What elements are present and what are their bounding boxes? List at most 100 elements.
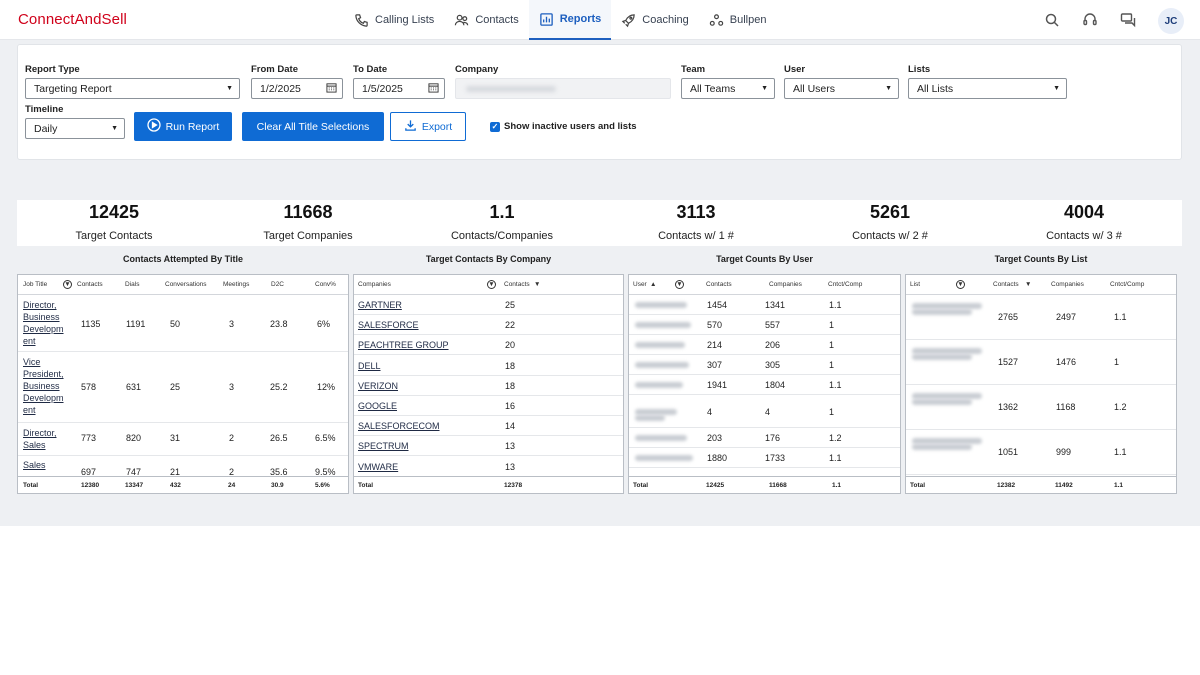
company-link[interactable]: PEACHTREE GROUP [358, 340, 449, 351]
col-contacts[interactable]: Contacts [504, 281, 530, 288]
calendar-icon[interactable] [326, 82, 337, 96]
cell: 18 [505, 360, 516, 371]
cell: 4 [765, 407, 771, 417]
cell: 13 [505, 441, 516, 452]
col-conv-pct[interactable]: Conv% [315, 281, 336, 288]
nav-reports[interactable]: Reports [528, 0, 612, 40]
cell: 1051 [998, 447, 1019, 457]
stat-target-companies: 11668 Target Companies [263, 202, 353, 242]
report-type-select[interactable]: Targeting Report ▼ [25, 78, 240, 99]
search-icon[interactable] [1044, 12, 1060, 31]
lists-select[interactable]: All Lists ▼ [908, 78, 1067, 99]
cell: 35.6 [270, 467, 288, 477]
company-link[interactable]: DELL [358, 360, 381, 371]
table-row: 4 4 1 [629, 395, 900, 428]
app-logo[interactable]: ConnectAndSell [18, 11, 127, 28]
cell: 9.5% [315, 467, 336, 477]
col-meetings[interactable]: Meetings [223, 281, 250, 288]
sort-desc-icon[interactable]: ▼ [1025, 281, 1032, 288]
company-link[interactable]: GARTNER [358, 300, 402, 310]
messages-icon[interactable] [1120, 12, 1136, 31]
cell: 31 [170, 433, 181, 443]
cell: 1.1 [829, 453, 842, 463]
team-select[interactable]: All Teams ▼ [681, 78, 775, 99]
table-row: GARTNER 25 [354, 295, 623, 315]
company-link[interactable]: SPECTRUM [358, 441, 409, 452]
col-user[interactable]: User [633, 281, 647, 288]
col-dials[interactable]: Dials [125, 281, 140, 288]
cell: 1.2 [1114, 402, 1127, 412]
col-contacts[interactable]: Contacts [706, 281, 732, 288]
col-companies[interactable]: Companies [769, 281, 802, 288]
cell: 20 [505, 340, 516, 351]
table-header: User ▲ ▼ Contacts Companies Cntct/Comp [629, 275, 900, 295]
headset-icon[interactable] [1082, 12, 1098, 31]
cell: 820 [126, 433, 142, 443]
footer-cell: 11668 [769, 482, 787, 489]
footer-cell: Total [633, 482, 649, 489]
calendar-icon[interactable] [428, 82, 439, 96]
nav-bullpen[interactable]: Bullpen [699, 0, 777, 40]
company-link[interactable]: SALESFORCE [358, 320, 419, 331]
show-inactive-checkbox[interactable]: ✓ Show inactive users and lists [490, 121, 637, 132]
table-row: 307 305 1 [629, 355, 900, 375]
run-report-button[interactable]: Run Report [134, 112, 232, 141]
clear-title-selections-button[interactable]: Clear All Title Selections [242, 112, 384, 141]
cell: 1527 [998, 357, 1019, 367]
job-title-link[interactable]: Sales [23, 460, 46, 470]
cell: 1 [829, 340, 835, 350]
filter-icon[interactable]: ▼ [63, 280, 72, 289]
sort-desc-icon[interactable]: ▼ [534, 281, 541, 288]
job-title-link[interactable]: Director, Sales [23, 428, 57, 450]
export-button[interactable]: Export [390, 112, 466, 141]
nav-label: Calling Lists [375, 14, 435, 26]
cell: 2765 [998, 312, 1019, 322]
filter-icon[interactable]: ▼ [675, 280, 684, 289]
people-icon [454, 13, 469, 28]
cell: 1341 [765, 300, 786, 310]
timeline-select[interactable]: Daily ▼ [25, 118, 125, 139]
company-link[interactable]: SALESFORCECOM [358, 421, 440, 432]
from-date-input[interactable]: 1/2/2025 [251, 78, 343, 99]
company-input[interactable] [455, 78, 671, 99]
nav-coaching[interactable]: Coaching [611, 0, 698, 40]
sort-asc-icon[interactable]: ▲ [650, 281, 657, 288]
cell: 1941 [707, 380, 728, 390]
nav-label: Coaching [642, 14, 689, 26]
cell: 203 [707, 433, 723, 443]
user-avatar[interactable]: JC [1158, 8, 1184, 34]
filter-icon[interactable]: ▼ [487, 280, 496, 289]
cell: 14 [505, 421, 516, 432]
table-footer: Total 12378 [354, 476, 623, 493]
col-conversations[interactable]: Conversations [165, 281, 207, 288]
col-cntct-comp[interactable]: Cntct/Comp [828, 281, 863, 288]
col-job-title[interactable]: Job Title [23, 281, 48, 288]
nav-calling-lists[interactable]: Calling Lists [344, 0, 444, 40]
cell: 3 [229, 319, 235, 329]
table-row: PEACHTREE GROUP 20 [354, 335, 623, 356]
col-list[interactable]: List [910, 281, 921, 288]
col-d2c[interactable]: D2C [271, 281, 285, 288]
filter-icon[interactable]: ▼ [956, 280, 965, 289]
from-date-label: From Date [251, 64, 298, 75]
col-companies[interactable]: Companies [1051, 281, 1084, 288]
col-contacts[interactable]: Contacts [993, 281, 1019, 288]
user-select[interactable]: All Users ▼ [784, 78, 899, 99]
show-inactive-label: Show inactive users and lists [504, 121, 637, 132]
job-title-link[interactable]: Director, Business Developm ent [23, 300, 64, 346]
to-date-input[interactable]: 1/5/2025 [353, 78, 445, 99]
col-contacts[interactable]: Contacts [77, 281, 103, 288]
company-link[interactable]: VERIZON [358, 380, 399, 391]
cell: 305 [765, 360, 781, 370]
company-link[interactable]: VMWARE [358, 461, 399, 472]
nav-contacts[interactable]: Contacts [444, 0, 528, 40]
col-cntct-comp[interactable]: Cntct/Comp [1110, 281, 1145, 288]
cell: 25 [505, 300, 516, 310]
col-companies[interactable]: Companies [358, 281, 391, 288]
job-title-link[interactable]: Vice President, Business Developm ent [23, 357, 64, 415]
cell: 557 [765, 320, 781, 330]
table-row: Director, Business Developm ent 1135 119… [18, 295, 348, 352]
company-link[interactable]: GOOGLE [358, 401, 398, 411]
team-label: Team [681, 64, 706, 75]
stat-contacts-2-numbers: 5261 Contacts w/ 2 # [852, 202, 928, 242]
